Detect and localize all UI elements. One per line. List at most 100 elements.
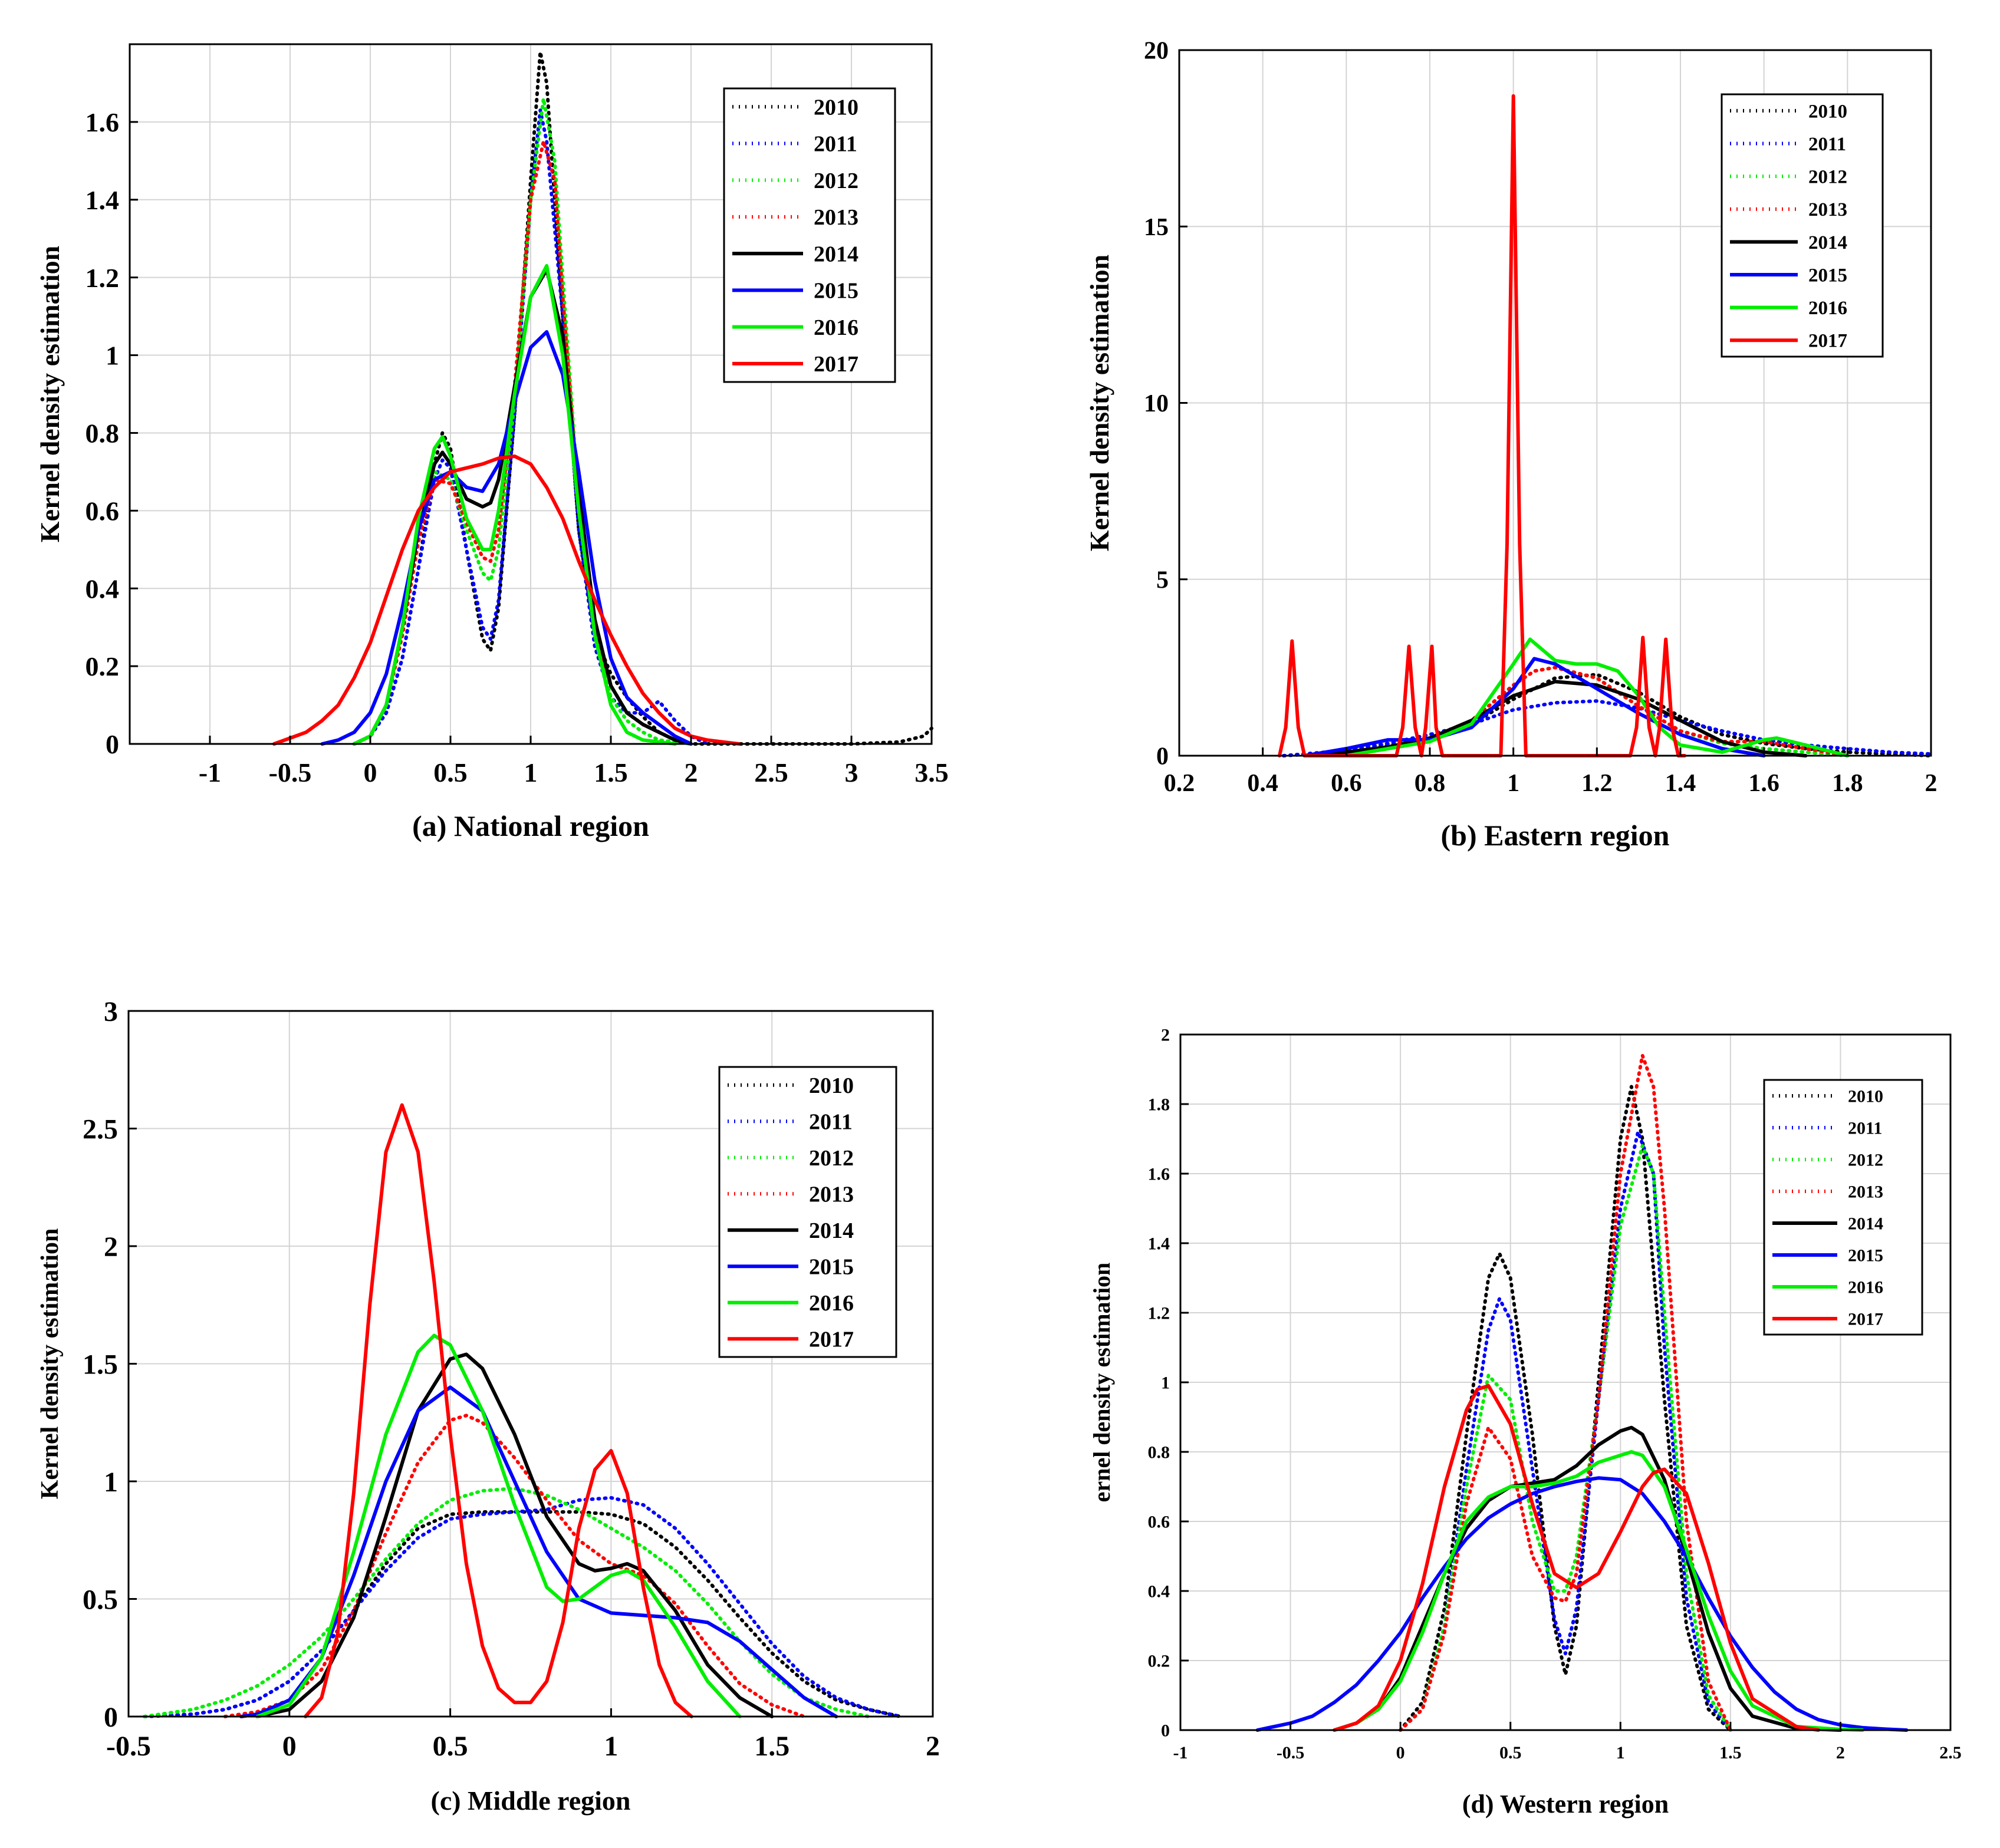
y-axis-label: Kernel density estimation [37, 1228, 64, 1500]
y-tick-label: 0.6 [1148, 1513, 1170, 1532]
legend-label-2010: 2010 [814, 95, 858, 120]
series-line-2011 [352, 108, 709, 746]
x-tick-label: 1.5 [1719, 1743, 1742, 1763]
series-line-2016 [1344, 637, 1850, 757]
y-tick-label: 20 [1144, 38, 1169, 65]
y-tick-label: 0.2 [85, 651, 120, 681]
legend-label-2015: 2015 [1808, 265, 1847, 286]
x-tick-label: 0.5 [433, 757, 468, 788]
series-line-2016 [352, 263, 677, 746]
series-line-2013 [1399, 1053, 1732, 1732]
y-tick-label: 0 [106, 729, 119, 759]
x-tick-label: 2 [1925, 770, 1938, 797]
legend-label-2015: 2015 [814, 279, 858, 304]
y-tick-label: 0.8 [85, 419, 120, 449]
series-line-2017 [304, 1103, 693, 1718]
x-tick-label: 2.5 [754, 757, 788, 788]
legend-label-2011: 2011 [814, 132, 857, 157]
y-tick-label: 0 [1161, 1721, 1170, 1741]
x-axis-label: (d) Western region [1462, 1790, 1669, 1819]
y-axis-label: Kernel density estimation [35, 246, 65, 542]
y-tick-label: 1.6 [1148, 1165, 1170, 1184]
legend-label-2011: 2011 [1848, 1119, 1882, 1138]
y-tick-label: 2.5 [83, 1114, 118, 1145]
legend-label-2017: 2017 [809, 1327, 854, 1352]
legend-label-2012: 2012 [809, 1146, 854, 1171]
series-line-2015 [1302, 657, 1766, 757]
y-tick-label: 1.6 [85, 107, 120, 137]
y-tick-label: 0.4 [85, 574, 120, 604]
legend-label-2015: 2015 [809, 1255, 854, 1280]
legend: 2010 2011 2012 2013 2014 2015 2016 2017 [1721, 93, 1884, 358]
legend-box [723, 87, 896, 383]
y-axis-label: Kernel density estimation [1084, 255, 1114, 551]
legend-label-2012: 2012 [814, 169, 858, 193]
legend-label-2014: 2014 [1808, 232, 1847, 253]
legend-box [1721, 93, 1884, 358]
x-tick-label: 1 [1616, 1743, 1625, 1763]
x-tick-label: 0.6 [1331, 770, 1362, 797]
series-line-2012 [352, 97, 693, 746]
x-tick-label: 0 [364, 757, 377, 788]
series-line-2017 [272, 454, 741, 746]
series-line-2011 [1399, 1130, 1732, 1732]
series-line-2013 [223, 1414, 806, 1718]
x-tick-label: 3.5 [915, 757, 949, 788]
y-tick-label: 0.6 [85, 496, 120, 526]
series-line-2013 [352, 139, 693, 746]
panel-c: -0.5 0 0.5 1 1.5 200.511.522.53(c) Middle reg… [37, 996, 940, 1816]
legend-label-2016: 2016 [1808, 298, 1847, 319]
y-tick-label: 0.2 [1148, 1652, 1170, 1671]
y-tick-label: 15 [1144, 214, 1169, 241]
y-tick-label: 1.5 [83, 1349, 118, 1380]
legend-label-2013: 2013 [814, 205, 858, 230]
legend: 2010 2011 2012 2013 2014 2015 2016 2017 [718, 1066, 897, 1358]
legend-label-2011: 2011 [1808, 134, 1846, 155]
series-line-2016 [1333, 1450, 1864, 1732]
y-tick-label: 1.2 [85, 263, 120, 293]
legend-label-2013: 2013 [809, 1182, 854, 1207]
legend-label-2014: 2014 [809, 1218, 854, 1243]
series-line-2012 [1399, 1144, 1732, 1732]
x-tick-label: 0.5 [433, 1731, 468, 1762]
y-axis-label: ernel density estimation [1088, 1263, 1115, 1503]
y-tick-label: 0.4 [1148, 1582, 1170, 1602]
y-tick-label: 1 [1161, 1373, 1170, 1393]
x-tick-label: 2 [685, 757, 698, 788]
x-tick-label: 1.2 [1581, 770, 1613, 797]
x-tick-label: -1 [199, 757, 221, 788]
x-tick-label: -0.5 [106, 1731, 151, 1762]
y-tick-label: 0.5 [83, 1584, 118, 1615]
x-tick-label: 0 [282, 1731, 297, 1762]
legend-label-2016: 2016 [809, 1291, 854, 1316]
series-line-2010 [1399, 1085, 1732, 1732]
legend-label-2014: 2014 [1848, 1214, 1883, 1234]
series-line-2015 [1255, 1476, 1909, 1732]
series-line-2011 [1282, 699, 1933, 757]
series-line-2017 [1333, 1383, 1821, 1732]
x-tick-label: 1.5 [754, 1731, 790, 1762]
y-tick-label: 10 [1144, 390, 1169, 417]
series-line-2014 [255, 1352, 774, 1718]
series-line-2012 [143, 1487, 870, 1718]
x-tick-label: 0.4 [1247, 770, 1278, 797]
legend-label-2017: 2017 [1848, 1310, 1883, 1329]
y-tick-label: 0.8 [1148, 1443, 1170, 1462]
series-line-2017 [1278, 94, 1687, 757]
legend: 2010 2011 2012 2013 2014 2015 2016 2017 [723, 87, 896, 383]
legend-label-2012: 2012 [1808, 167, 1847, 188]
legend-label-2010: 2010 [1848, 1087, 1883, 1106]
x-tick-label: 0.5 [1499, 1743, 1522, 1763]
x-tick-label: -0.5 [1277, 1743, 1305, 1763]
y-tick-label: 0 [1156, 743, 1169, 770]
series-line-2015 [320, 330, 693, 746]
x-tick-label: 0.8 [1415, 770, 1446, 797]
legend-label-2010: 2010 [809, 1073, 854, 1098]
x-axis-label: (b) Eastern region [1441, 819, 1670, 852]
x-tick-label: -0.5 [269, 757, 312, 788]
legend-label-2010: 2010 [1808, 101, 1847, 122]
y-tick-label: 2 [1161, 1026, 1170, 1045]
x-tick-label: 0.2 [1164, 770, 1195, 797]
